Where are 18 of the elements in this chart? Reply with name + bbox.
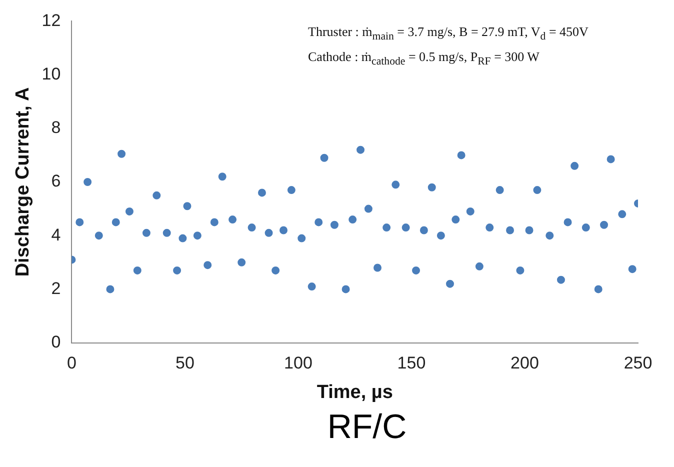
annotation: Thruster : ṁ$_{main}$ = 3.7 mg/s, B = 27.9 mT, V$_{d}$ = 450V xyxy=(308,23,588,45)
y-tick-label: 12 xyxy=(42,10,61,30)
y-tick-label: 0 xyxy=(51,332,61,352)
x-tick-label: 50 xyxy=(176,354,194,373)
x-tick-label: 0 xyxy=(66,354,76,373)
y-tick-label: 6 xyxy=(51,172,61,191)
y-tick-label: 4 xyxy=(51,225,61,244)
y-tick-label: 10 xyxy=(42,64,61,84)
y-axis-title: Discharge Current, A xyxy=(12,87,34,277)
x-tick-label: 200 xyxy=(510,354,539,373)
y-tick-label: 8 xyxy=(51,118,61,138)
y-tick-label: 2 xyxy=(51,278,61,298)
annotation: Cathode : ṁ$_{cathode}$ = 0.5 mg/s, P$_{RF}$ = 300 W xyxy=(308,48,540,70)
text: RF/C xyxy=(326,408,408,447)
x-tick-label: 250 xyxy=(624,354,652,373)
x-tick-label: 150 xyxy=(397,354,426,373)
x-axis-title: Time, µs xyxy=(316,382,393,403)
x-tick-label: 100 xyxy=(284,354,312,373)
